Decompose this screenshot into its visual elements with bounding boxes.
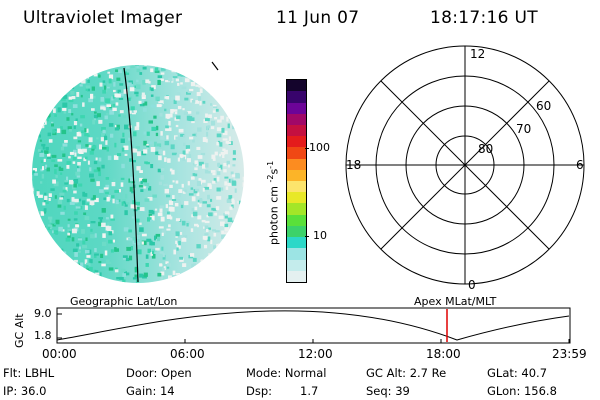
filter-info: Flt: LBHL — [3, 366, 55, 380]
ytick-bottom: 1.8 — [34, 329, 52, 342]
colorbar-segment — [287, 124, 306, 137]
mlt-label-bottom: 0 — [468, 278, 476, 292]
xtick-2359: 23:59 — [552, 347, 587, 361]
timeline-yaxis-title: GC Alt — [13, 313, 26, 348]
colorbar-segment — [287, 237, 306, 249]
dsp-label: Dsp: — [246, 384, 273, 398]
colorbar-segment — [287, 248, 306, 260]
colorbar-segment — [287, 102, 306, 114]
ytick-top: 9.0 — [34, 307, 52, 320]
colorbar-segment — [287, 169, 306, 182]
colorbar-segment — [287, 192, 306, 204]
dsp-value: 1.7 — [300, 384, 319, 398]
colorbar-segment — [287, 91, 306, 103]
colorbar-segment — [287, 203, 306, 215]
polar-mlat-mlt-plot: 12 0 18 6 80 70 60 — [345, 45, 585, 292]
colorbar-segment — [287, 136, 306, 148]
mlt-label-top: 12 — [470, 47, 485, 61]
colorbar-tick-mark-10 — [305, 236, 309, 237]
colorbar-tick-100: 100 — [309, 141, 330, 154]
limb-mark — [211, 61, 219, 71]
door-info: Door: Open — [126, 366, 192, 380]
altitude-timeline — [56, 307, 571, 344]
colorbar-tick-10: 10 — [313, 229, 327, 242]
gc-alt-info: GC Alt: 2.7 Re — [366, 366, 447, 380]
seq-info: Seq: 39 — [366, 384, 410, 398]
glon-info: GLon: 156.8 — [487, 384, 557, 398]
mode-info: Mode: Normal — [246, 366, 327, 380]
observation-date: 11 Jun 07 — [276, 8, 360, 28]
colorbar-segment — [287, 214, 306, 226]
colorbar-segment — [287, 181, 306, 193]
xtick-1800: 18:00 — [426, 347, 461, 361]
colorbar-segment — [287, 270, 306, 282]
gain-info: Gain: 14 — [126, 384, 175, 398]
mlat-label-80: 80 — [478, 142, 493, 156]
ip-info: IP: 36.0 — [3, 384, 47, 398]
polar-diagonal-2 — [380, 80, 550, 250]
glat-info: GLat: 40.7 — [487, 366, 548, 380]
colorbar-segment — [287, 158, 306, 170]
observation-time: 18:17:16 UT — [430, 8, 538, 28]
colorbar-segment — [287, 80, 306, 92]
xtick-0600: 06:00 — [170, 347, 205, 361]
uv-auroral-image — [32, 65, 244, 283]
instrument-title: Ultraviolet Imager — [23, 8, 183, 28]
colorbar-segment — [287, 259, 306, 271]
altitude-curve — [56, 310, 570, 341]
timeline-left-title: Geographic Lat/Lon — [70, 295, 178, 308]
mlt-label-right: 6 — [576, 158, 584, 172]
colorbar-segment — [287, 113, 306, 125]
colorbar-segment — [287, 225, 306, 238]
colorbar-tick-mark-100 — [305, 148, 309, 149]
timeline-right-title: Apex MLat/MLT — [414, 295, 497, 308]
mlat-label-70: 70 — [516, 122, 531, 136]
colorbar-segment — [287, 147, 306, 159]
terminator-line — [123, 67, 139, 283]
colorbar-unit-label: photon cm -2s-1 — [266, 160, 281, 245]
xtick-0000: 00:00 — [42, 347, 77, 361]
mlat-label-60: 60 — [536, 99, 551, 113]
uv-image-panel — [32, 61, 244, 283]
color-scale-bar — [286, 79, 307, 283]
xtick-1200: 12:00 — [298, 347, 333, 361]
mlt-label-left: 18 — [346, 158, 361, 172]
